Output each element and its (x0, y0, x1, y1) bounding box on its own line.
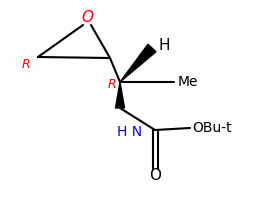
Polygon shape (120, 44, 156, 82)
Text: R: R (22, 59, 30, 72)
Text: H: H (158, 38, 169, 53)
Text: R: R (107, 78, 116, 91)
Text: Me: Me (178, 75, 198, 89)
Text: O: O (81, 11, 93, 25)
Polygon shape (116, 82, 125, 108)
Text: OBu-t: OBu-t (192, 121, 232, 135)
Text: H N: H N (117, 125, 142, 139)
Text: O: O (149, 168, 161, 183)
